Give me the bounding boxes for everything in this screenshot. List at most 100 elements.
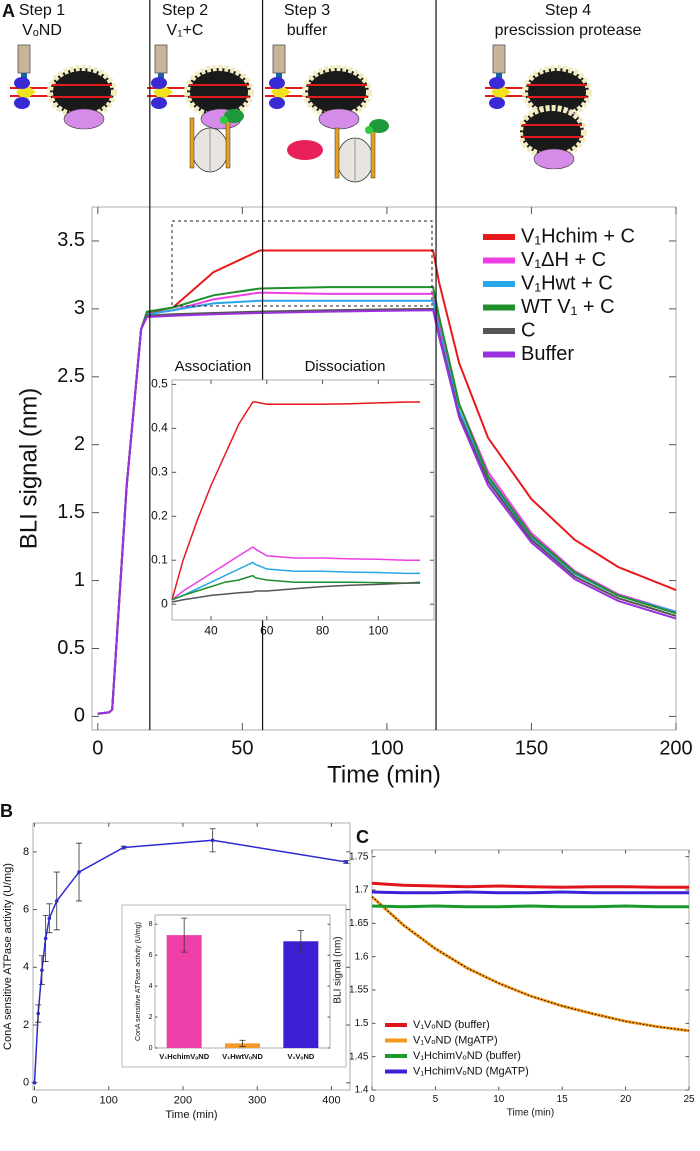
data-line <box>371 881 689 889</box>
y-tick-label: 1.75 <box>349 851 369 862</box>
panel-label: C <box>356 827 369 847</box>
y-axis-label: BLI signal (nm) <box>15 388 42 549</box>
legend-label: V₁ΔH + C <box>521 249 606 271</box>
y-tick-label: 1.7 <box>355 885 369 896</box>
data-point <box>40 968 44 973</box>
y-tick-label: 4 <box>23 961 29 973</box>
y-tick-label: 0.2 <box>151 508 168 522</box>
data-line <box>370 895 690 1033</box>
y-tick-label: 0 <box>161 596 168 610</box>
step-subtitle: VₒND <box>22 22 62 39</box>
y-tick-label: 2 <box>149 1014 153 1021</box>
x-tick-label: 0 <box>31 1094 37 1106</box>
y-tick-label: 0 <box>149 1045 153 1052</box>
legend-label: WT V₁ + C <box>521 296 615 318</box>
data-point <box>54 899 59 903</box>
step-subtitle: buffer <box>287 22 328 39</box>
panel: 0 0.1 0.2 0.3 0.4 0.5 40 60 80 100 Association Diss… <box>151 358 435 638</box>
step-subtitle: prescission protease <box>495 22 642 39</box>
legend-label: V₁Hwt + C <box>521 272 613 294</box>
plot-frame <box>371 849 690 1091</box>
data-line <box>171 401 421 601</box>
y-tick-label: 3.5 <box>57 229 85 251</box>
x-tick-label: 60 <box>260 624 274 638</box>
x-tick-label: 25 <box>683 1094 695 1105</box>
panel: 0 0.5 1 1.5 2 2.5 3 3.5 0 50 100 150 200 Time (min) BL… <box>2 0 693 788</box>
data-line <box>33 839 347 1083</box>
step1-cartoon <box>10 45 114 129</box>
data-line <box>171 546 421 601</box>
legend-label: V₁HchimVₒND (MgATP) <box>413 1065 529 1077</box>
y-axis-label: BLI signal (nm) <box>333 936 344 1003</box>
y-tick-label: 6 <box>149 952 153 959</box>
y-tick-label: 1.4 <box>355 1085 369 1096</box>
x-tick-label: 80 <box>316 624 330 638</box>
legend-label: V₁VₒND (buffer) <box>413 1019 490 1031</box>
data-point <box>32 1080 37 1085</box>
x-axis-label: Time (min) <box>165 1109 217 1121</box>
panel-label: B <box>0 801 13 821</box>
y-tick-label: 0.5 <box>151 377 168 391</box>
y-axis-label: ConA sensitive ATPase activity (U/mg) <box>135 922 142 1041</box>
y-tick-label: 1.45 <box>349 1051 369 1062</box>
legend-label: C <box>521 319 535 341</box>
y-tick-label: 0.5 <box>57 637 85 659</box>
x-tick-label: 0 <box>92 737 103 759</box>
y-tick-label: 3 <box>74 297 85 319</box>
data-point <box>344 860 349 864</box>
data-point <box>43 936 48 941</box>
data-line <box>371 890 689 895</box>
y-tick-label: 8 <box>23 846 29 858</box>
x-tick-label: 200 <box>659 737 692 759</box>
step-title: Step 3 <box>284 2 330 19</box>
plot-frame <box>32 822 351 1091</box>
y-tick-label: 0 <box>74 705 85 727</box>
x-tick-label: 200 <box>174 1094 192 1106</box>
y-tick-label: 1.5 <box>57 501 85 523</box>
panel-label: A <box>2 1 15 21</box>
data-point <box>210 838 215 843</box>
y-tick-label: 4 <box>149 983 153 990</box>
y-axis-label: ConA sensitive ATPase activity (U/mg) <box>2 863 14 1050</box>
bar <box>283 941 319 1048</box>
legend-label: Buffer <box>521 343 574 365</box>
error-bar <box>297 930 304 953</box>
x-tick-label: 20 <box>620 1094 632 1105</box>
data-line <box>171 561 421 601</box>
x-axis-label: Time (min) <box>507 1108 554 1119</box>
step-subtitle: V₁+C <box>167 22 204 39</box>
step-title: Step 1 <box>19 2 65 19</box>
fit-line <box>371 896 690 1032</box>
y-tick-label: 8 <box>149 921 153 928</box>
data-line <box>97 309 677 715</box>
x-tick-label: 5 <box>433 1094 439 1105</box>
data-line <box>371 904 689 909</box>
legend-label: V₁VₒND (MgATP) <box>413 1034 498 1046</box>
error-bar <box>239 1039 246 1047</box>
y-tick-label: 0.4 <box>151 421 168 435</box>
phase-label: Association <box>175 358 252 375</box>
y-tick-label: 1 <box>74 569 85 591</box>
y-tick-label: 2 <box>74 433 85 455</box>
data-point <box>121 845 126 850</box>
step-title: Step 4 <box>545 2 591 19</box>
x-tick-label: 50 <box>231 737 253 759</box>
x-tick-label: 400 <box>322 1094 340 1106</box>
phase-label: Dissociation <box>305 358 386 375</box>
y-tick-label: 1.65 <box>349 918 369 929</box>
plot-frame <box>91 206 677 731</box>
x-tick-label: 0 <box>369 1094 375 1105</box>
y-tick-label: 0.1 <box>151 552 168 566</box>
data-point <box>36 1011 40 1016</box>
data-point <box>77 870 81 874</box>
x-tick-label: 40 <box>204 624 218 638</box>
x-tick-label: 100 <box>368 624 388 638</box>
data-line <box>171 574 421 601</box>
legend-label: V₁Hchim + C <box>521 225 635 247</box>
y-tick-label: 2 <box>23 1019 29 1031</box>
y-tick-label: 6 <box>23 904 29 916</box>
legend-label: V₁HchimVₒND (buffer) <box>413 1050 521 1062</box>
subunit-c <box>287 140 323 160</box>
y-tick-label: 0 <box>23 1077 29 1089</box>
